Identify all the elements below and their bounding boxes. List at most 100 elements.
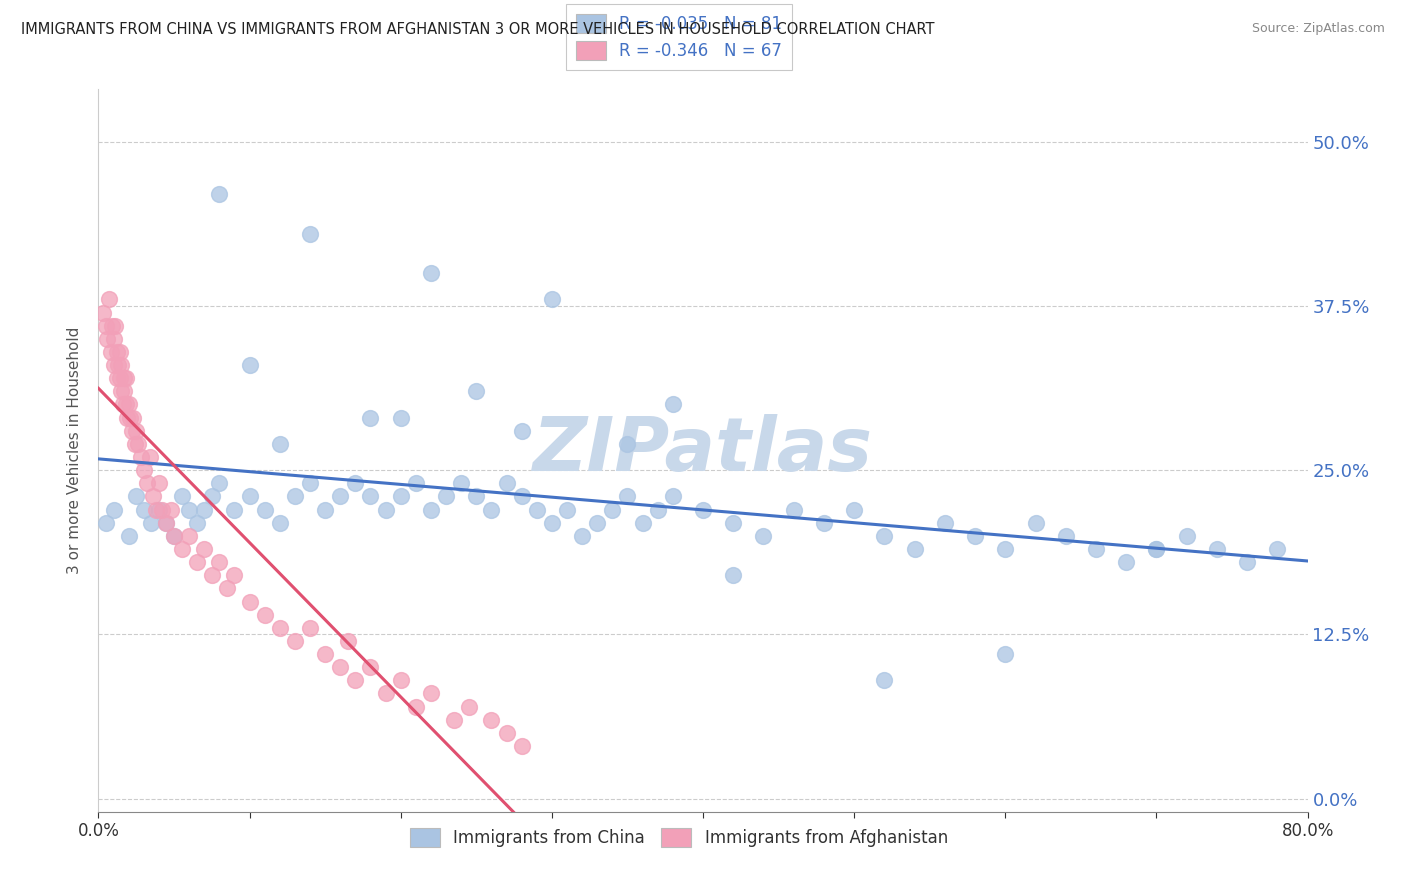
Point xyxy=(163,529,186,543)
Point xyxy=(170,490,193,504)
Point xyxy=(555,502,578,516)
Point xyxy=(571,529,593,543)
Point xyxy=(118,397,141,411)
Point xyxy=(139,450,162,464)
Point xyxy=(1085,541,1108,556)
Point xyxy=(98,293,121,307)
Point xyxy=(120,410,142,425)
Point xyxy=(647,502,669,516)
Point xyxy=(1144,541,1167,556)
Point xyxy=(314,502,336,516)
Point xyxy=(692,502,714,516)
Point xyxy=(103,502,125,516)
Point xyxy=(299,621,322,635)
Text: ZIPatlas: ZIPatlas xyxy=(533,414,873,487)
Point xyxy=(104,318,127,333)
Point xyxy=(904,541,927,556)
Point xyxy=(299,476,322,491)
Point xyxy=(631,516,654,530)
Point xyxy=(374,502,396,516)
Point xyxy=(723,516,745,530)
Point xyxy=(186,516,208,530)
Point xyxy=(239,358,262,372)
Point xyxy=(586,516,609,530)
Point xyxy=(112,384,135,399)
Point xyxy=(813,516,835,530)
Point xyxy=(150,502,173,516)
Point xyxy=(344,673,367,688)
Point xyxy=(208,187,231,202)
Point xyxy=(269,516,291,530)
Text: IMMIGRANTS FROM CHINA VS IMMIGRANTS FROM AFGHANISTAN 3 OR MORE VEHICLES IN HOUSE: IMMIGRANTS FROM CHINA VS IMMIGRANTS FROM… xyxy=(21,22,935,37)
Point xyxy=(602,502,624,516)
Point xyxy=(224,502,246,516)
Point xyxy=(314,647,336,661)
Point xyxy=(91,305,114,319)
Point xyxy=(110,358,132,372)
Point xyxy=(495,726,517,740)
Point xyxy=(374,686,396,700)
Point xyxy=(96,332,118,346)
Point xyxy=(661,397,683,411)
Legend: Immigrants from China, Immigrants from Afghanistan: Immigrants from China, Immigrants from A… xyxy=(404,822,955,854)
Point xyxy=(201,568,224,582)
Point xyxy=(239,594,262,608)
Point xyxy=(1175,529,1198,543)
Point xyxy=(540,293,562,307)
Point xyxy=(450,476,472,491)
Point xyxy=(215,582,238,596)
Point xyxy=(360,490,382,504)
Point xyxy=(103,358,125,372)
Point xyxy=(201,490,224,504)
Point xyxy=(1054,529,1077,543)
Point xyxy=(616,437,638,451)
Point xyxy=(105,371,128,385)
Point xyxy=(616,490,638,504)
Point xyxy=(239,490,262,504)
Point xyxy=(124,437,146,451)
Point xyxy=(1206,541,1229,556)
Point xyxy=(105,345,128,359)
Point xyxy=(329,490,352,504)
Point xyxy=(148,476,170,491)
Point xyxy=(344,476,367,491)
Point xyxy=(420,266,443,280)
Point xyxy=(141,516,163,530)
Point xyxy=(170,541,193,556)
Point xyxy=(100,345,122,359)
Point xyxy=(155,516,177,530)
Point xyxy=(125,424,148,438)
Point xyxy=(389,490,412,504)
Point xyxy=(336,634,359,648)
Point xyxy=(179,529,201,543)
Point xyxy=(132,502,155,516)
Point xyxy=(107,358,129,372)
Point xyxy=(873,529,896,543)
Point xyxy=(434,490,457,504)
Point xyxy=(360,660,382,674)
Point xyxy=(132,463,155,477)
Point xyxy=(389,410,412,425)
Point xyxy=(299,227,322,241)
Point xyxy=(115,410,138,425)
Point xyxy=(934,516,956,530)
Point xyxy=(111,397,134,411)
Point xyxy=(142,490,165,504)
Point xyxy=(193,502,215,516)
Point xyxy=(135,476,157,491)
Point xyxy=(193,541,215,556)
Point xyxy=(253,607,276,622)
Point xyxy=(224,568,246,582)
Point xyxy=(510,424,533,438)
Point xyxy=(129,450,152,464)
Point xyxy=(108,345,131,359)
Point xyxy=(465,384,488,399)
Point xyxy=(994,541,1017,556)
Point xyxy=(114,397,136,411)
Point xyxy=(208,476,231,491)
Point xyxy=(208,555,231,569)
Y-axis label: 3 or more Vehicles in Household: 3 or more Vehicles in Household xyxy=(67,326,83,574)
Point xyxy=(155,516,177,530)
Point xyxy=(253,502,276,516)
Point xyxy=(125,490,148,504)
